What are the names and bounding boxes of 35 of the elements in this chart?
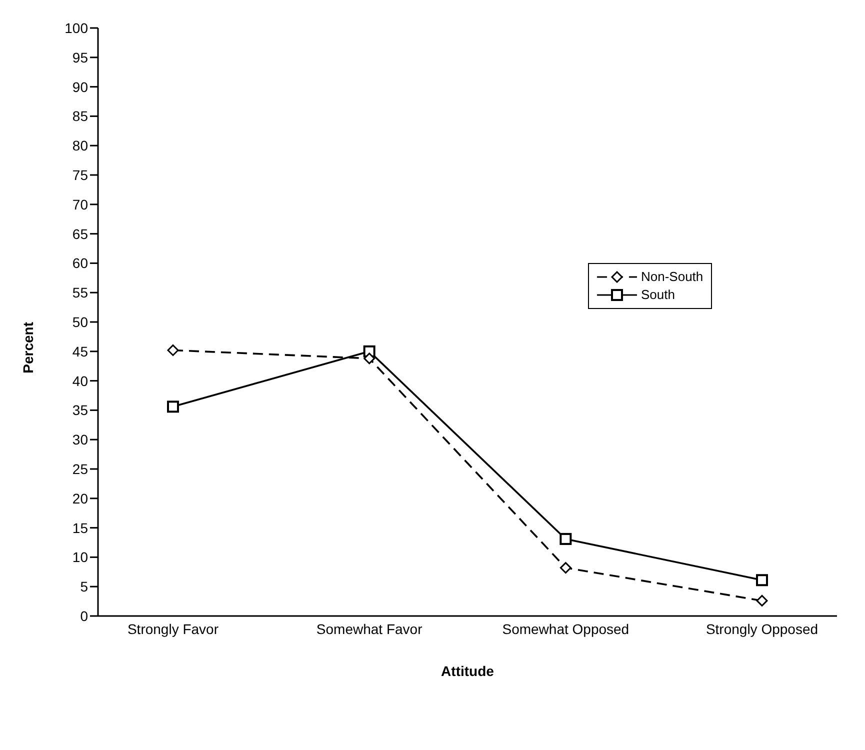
y-tick-label: 85 — [72, 108, 88, 124]
y-tick-label: 30 — [72, 432, 88, 448]
y-tick-label: 60 — [72, 255, 88, 272]
y-tick-label: 10 — [72, 549, 88, 566]
y-tick-label: 90 — [72, 78, 88, 95]
y-tick-label: 95 — [72, 49, 88, 66]
x-tick-label: Somewhat Favor — [316, 620, 423, 637]
y-axis-title: Percent — [20, 322, 36, 374]
x-axis-title: Attitude — [441, 662, 494, 679]
y-tick-label: 70 — [72, 196, 88, 212]
y-tick-label: 20 — [72, 490, 88, 506]
y-tick-label: 55 — [72, 284, 88, 301]
y-tick-label: 0 — [80, 608, 88, 624]
point — [167, 400, 179, 413]
point — [560, 562, 572, 574]
y-tick-label: 50 — [72, 314, 88, 330]
x-tick-label: Strongly Favor — [127, 620, 219, 637]
legend-label: South — [641, 286, 675, 304]
y-tick-label: 65 — [72, 226, 88, 242]
y-tick-label: 100 — [64, 20, 88, 36]
y-tick-label: 40 — [72, 372, 88, 389]
y-tick-label: 25 — [72, 460, 88, 477]
y-tick-label: 35 — [72, 402, 88, 418]
point — [560, 532, 572, 545]
legend-label: Non-South — [641, 268, 704, 286]
point — [167, 344, 179, 356]
y-tick-label: 5 — [80, 578, 88, 595]
x-tick-label: Strongly Opposed — [706, 620, 818, 637]
point — [756, 574, 768, 586]
y-tick-label: 75 — [72, 166, 88, 183]
y-tick-label: 45 — [72, 343, 88, 360]
point — [364, 352, 376, 364]
y-tick-label: 80 — [72, 138, 88, 154]
y-tick-label: 15 — [72, 520, 88, 536]
x-tick-label: Somewhat Opposed — [502, 620, 630, 637]
